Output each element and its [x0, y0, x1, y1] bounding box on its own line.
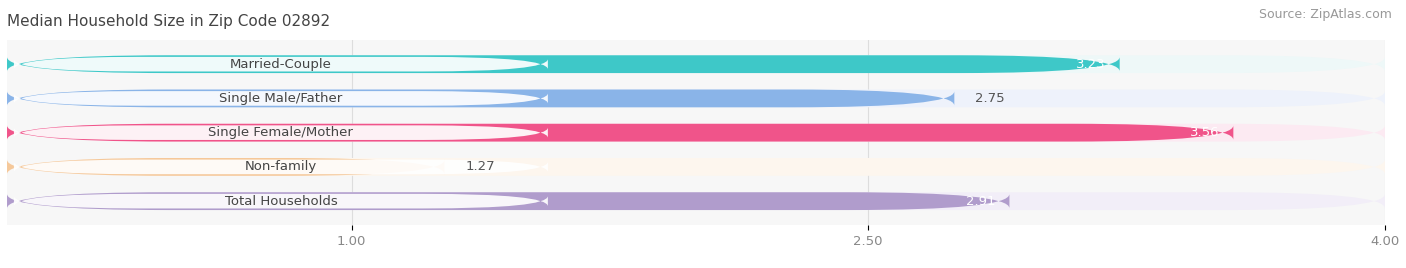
- Text: Median Household Size in Zip Code 02892: Median Household Size in Zip Code 02892: [7, 14, 330, 29]
- Text: 3.23: 3.23: [1076, 58, 1107, 71]
- FancyBboxPatch shape: [7, 124, 1233, 142]
- FancyBboxPatch shape: [7, 90, 1385, 107]
- Text: Single Female/Mother: Single Female/Mother: [208, 126, 353, 139]
- Text: 3.56: 3.56: [1189, 126, 1219, 139]
- FancyBboxPatch shape: [14, 57, 548, 72]
- FancyBboxPatch shape: [7, 192, 1010, 210]
- FancyBboxPatch shape: [7, 55, 1119, 73]
- FancyBboxPatch shape: [7, 192, 1385, 210]
- FancyBboxPatch shape: [14, 160, 548, 174]
- FancyBboxPatch shape: [7, 158, 1385, 176]
- Text: Single Male/Father: Single Male/Father: [219, 92, 343, 105]
- FancyBboxPatch shape: [14, 194, 548, 209]
- FancyBboxPatch shape: [14, 91, 548, 106]
- FancyBboxPatch shape: [7, 90, 955, 107]
- Text: 2.91: 2.91: [966, 195, 995, 208]
- FancyBboxPatch shape: [7, 158, 444, 176]
- FancyBboxPatch shape: [7, 55, 1385, 73]
- Text: Married-Couple: Married-Couple: [231, 58, 332, 71]
- Text: Non-family: Non-family: [245, 161, 316, 173]
- Text: Total Households: Total Households: [225, 195, 337, 208]
- Text: 2.75: 2.75: [974, 92, 1005, 105]
- FancyBboxPatch shape: [7, 124, 1385, 142]
- Text: Source: ZipAtlas.com: Source: ZipAtlas.com: [1258, 8, 1392, 21]
- Text: 1.27: 1.27: [465, 161, 495, 173]
- FancyBboxPatch shape: [14, 125, 548, 140]
